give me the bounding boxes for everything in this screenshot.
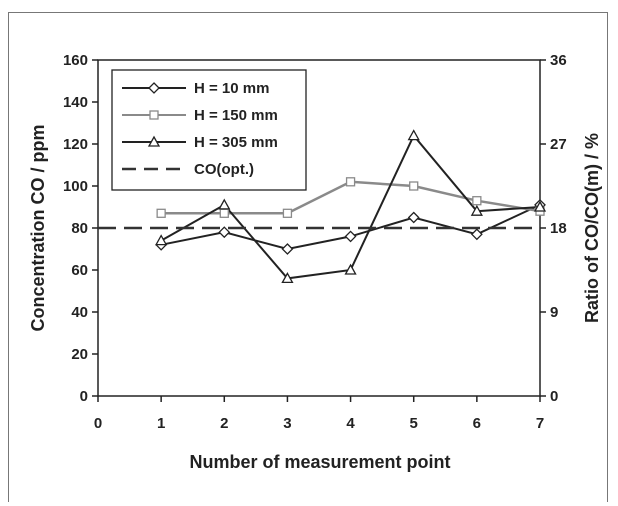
y-tick-label: 100 [63,178,88,195]
x-tick-label: 2 [220,415,228,432]
data-point-diamond [344,230,357,243]
data-point-square [156,208,166,218]
y-tick-label: 0 [80,388,88,405]
legend-label: H = 10 mm [194,80,269,97]
x-tick-label: 7 [536,415,544,432]
data-point-triangle [281,272,294,284]
legend-label: H = 305 mm [194,134,278,151]
y-tick-label: 60 [71,262,88,279]
x-tick-label: 5 [410,415,418,432]
figure-frame [8,12,608,502]
y2-tick-label: 0 [550,388,558,405]
y2-axis-title: Ratio of CO/CO(m) / % [582,133,602,323]
data-point-triangle [218,198,231,210]
y2-tick-label: 36 [550,52,567,69]
y2-tick-label: 18 [550,220,567,237]
data-point-square [472,196,482,206]
y-tick-label: 120 [63,136,88,153]
legend-label: CO(opt.) [194,161,254,178]
x-tick-label: 4 [346,415,355,432]
data-point-triangle [407,129,420,141]
y-tick-label: 20 [71,346,88,363]
y-axis-title: Concentration CO / ppm [28,125,48,332]
y-tick-label: 160 [63,52,88,69]
data-point-square [345,177,356,187]
legend-marker-square [149,110,159,120]
y2-tick-label: 27 [550,136,567,153]
data-point-square [409,181,419,191]
data-point-diamond [218,226,231,239]
data-point-diamond [407,211,420,224]
y-tick-label: 40 [71,304,88,321]
legend-marker-triangle [147,135,161,147]
legend-marker-diamond [148,82,160,94]
legend-label: H = 150 mm [194,107,278,124]
y2-tick-label: 9 [550,304,558,321]
data-point-triangle [470,204,483,216]
data-point-triangle [344,263,357,275]
y-tick-label: 140 [63,94,88,111]
x-tick-label: 0 [94,415,102,432]
data-point-diamond [470,228,483,241]
x-tick-label: 3 [283,415,291,432]
data-point-square [282,208,293,218]
x-tick-label: 1 [157,415,165,432]
data-point-square [219,208,229,218]
data-point-triangle [533,200,547,212]
data-point-triangle [155,234,168,246]
x-tick-label: 6 [473,415,481,432]
data-point-diamond [281,243,294,255]
x-axis-title: Number of measurement point [189,452,450,472]
y-tick-label: 80 [71,220,88,237]
